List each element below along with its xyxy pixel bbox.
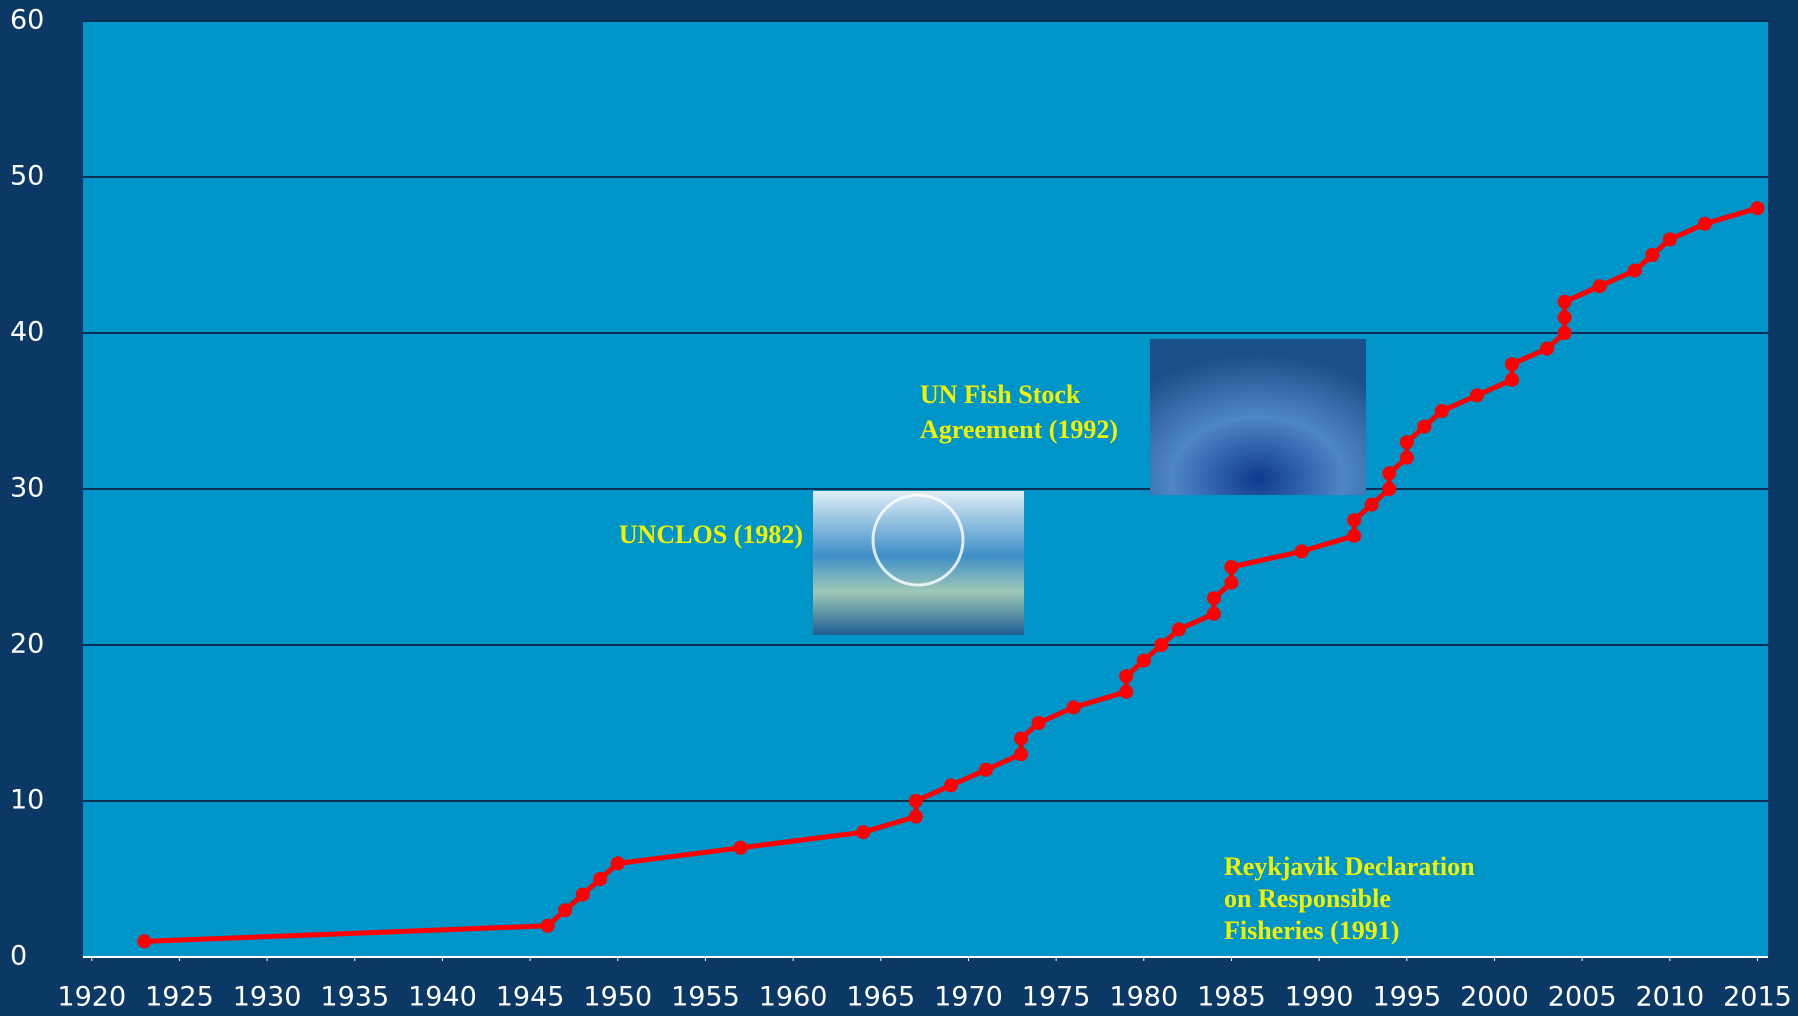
x-tick-label: 1935 [320, 982, 389, 1013]
data-point [558, 903, 573, 918]
data-point [908, 794, 923, 808]
x-tick-label: 2000 [1460, 982, 1529, 1013]
data-point [1469, 388, 1484, 403]
x-tick-label: 1945 [496, 982, 565, 1013]
x-tick-label: 1980 [1109, 982, 1178, 1013]
data-point [856, 825, 871, 840]
data-point [1557, 294, 1572, 309]
data-point [908, 809, 923, 824]
annotation: Agreement (1992) [920, 415, 1118, 444]
annotation: Fisheries (1991) [1224, 916, 1399, 945]
data-point [1417, 419, 1432, 434]
data-point [1066, 700, 1081, 715]
y-tick-label: 40 [10, 317, 44, 348]
data-point [540, 918, 555, 933]
x-tick-label: 1920 [57, 982, 126, 1013]
data-point [1399, 435, 1414, 450]
data-point [1031, 716, 1046, 730]
x-tick-label: 1995 [1372, 982, 1441, 1013]
data-point [1382, 482, 1397, 496]
data-point [733, 840, 748, 855]
data-point [1382, 466, 1397, 481]
x-tick-label: 1975 [1022, 982, 1091, 1013]
y-tick-label: 30 [10, 473, 44, 504]
data-point [943, 778, 958, 793]
data-point [1014, 731, 1029, 746]
x-tick-label: 1960 [759, 982, 828, 1013]
data-point [1014, 747, 1029, 762]
data-point [1505, 357, 1520, 372]
y-tick-label: 0 [10, 941, 27, 972]
data-point [1697, 216, 1712, 231]
data-point [1627, 263, 1642, 278]
data-point [978, 762, 993, 777]
annotation: UNCLOS (1982) [619, 520, 803, 549]
y-tick-label: 50 [10, 161, 44, 192]
data-point [1347, 528, 1362, 543]
data-point [1119, 669, 1134, 684]
annotation: Reykjavik Declaration [1224, 852, 1475, 881]
data-point [1206, 606, 1221, 621]
data-point [593, 872, 608, 886]
y-tick-label: 20 [10, 629, 44, 660]
data-point [1171, 622, 1186, 637]
x-tick-label: 1985 [1197, 982, 1266, 1013]
data-point [1662, 232, 1677, 247]
x-tick-label: 1925 [145, 982, 214, 1013]
fish-image [1150, 339, 1366, 495]
data-point [1750, 201, 1765, 216]
data-point [1206, 591, 1221, 606]
x-tick-label: 1950 [583, 982, 652, 1013]
data-point [1557, 310, 1572, 325]
data-point [1154, 638, 1169, 652]
data-point [1224, 560, 1239, 574]
unclos-image [813, 491, 1024, 635]
un-emblem [871, 493, 965, 587]
data-point [1592, 279, 1607, 294]
data-point [1557, 326, 1572, 340]
y-tick-label: 10 [10, 785, 44, 816]
x-tick-label: 1970 [934, 982, 1003, 1013]
data-point [1294, 544, 1309, 559]
data-point [1645, 248, 1660, 262]
x-tick-label: 2010 [1635, 982, 1704, 1013]
x-tick-label: 2015 [1723, 982, 1792, 1013]
data-point [1224, 575, 1239, 590]
x-tick-label: 1955 [671, 982, 740, 1013]
data-point [1347, 513, 1362, 528]
data-point [1364, 497, 1379, 512]
data-point [1399, 450, 1414, 465]
y-tick-label: 60 [10, 5, 44, 36]
data-point [1505, 372, 1520, 387]
data-point [1434, 404, 1449, 418]
data-point [1540, 341, 1555, 356]
data-point [137, 934, 152, 949]
annotation: UN Fish Stock [920, 380, 1081, 409]
data-point [575, 887, 590, 902]
x-tick-label: 1965 [846, 982, 915, 1013]
x-tick-label: 2005 [1548, 982, 1617, 1013]
data-point [610, 856, 625, 871]
x-tick-label: 1940 [408, 982, 477, 1013]
data-point [1136, 653, 1151, 668]
x-tick-label: 1990 [1285, 982, 1354, 1013]
data-point [1119, 684, 1134, 699]
annotation: on Responsible [1224, 884, 1391, 913]
x-tick-label: 1930 [233, 982, 302, 1013]
